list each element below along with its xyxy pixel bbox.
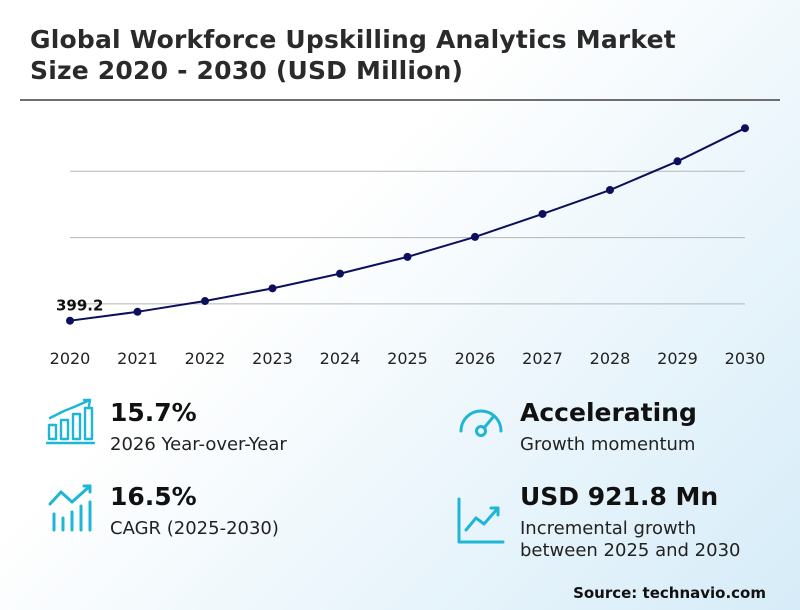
stat-incremental-desc-line1: Incremental growth <box>520 518 697 539</box>
chart-title-line2: Size 2020 - 2030 (USD Million) <box>30 56 464 85</box>
data-point <box>673 157 682 166</box>
data-point <box>741 124 749 133</box>
x-tick-label: 2020 <box>50 349 91 368</box>
data-point <box>471 232 479 241</box>
x-tick-label: 2028 <box>590 349 631 368</box>
stat-incremental-desc: Incremental growth between 2025 and 2030 <box>520 518 740 562</box>
x-tick-label: 2026 <box>455 349 496 368</box>
stat-yoy-value: 15.7% <box>110 398 197 427</box>
stat-momentum-desc: Growth momentum <box>520 434 696 455</box>
line-chart: 399.2 2020 2021 2022 2023 2024 2025 2026 2027 202… <box>50 124 766 368</box>
x-tick-label: 2022 <box>185 349 226 368</box>
x-tick-label: 2023 <box>252 349 293 368</box>
data-point <box>403 252 412 261</box>
title-divider <box>20 99 780 101</box>
stat-cagr-desc: CAGR (2025-2030) <box>110 518 279 539</box>
stat-incremental-value: USD 921.8 Mn <box>520 482 719 511</box>
trend-bars-icon <box>48 484 92 532</box>
x-tick-label: 2027 <box>522 349 563 368</box>
source-credit: Source: technavio.com <box>573 584 766 602</box>
stat-yoy-desc: 2026 Year-over-Year <box>110 434 287 455</box>
data-point <box>268 284 277 293</box>
stat-momentum-value: Accelerating <box>520 398 697 427</box>
data-point <box>133 307 142 316</box>
x-tick-label: 2029 <box>657 349 698 368</box>
x-tick-label: 2024 <box>320 349 361 368</box>
x-tick-label: 2030 <box>725 349 766 368</box>
line-chart-icon <box>457 497 505 544</box>
stat-incremental-desc-line2: between 2025 and 2030 <box>520 540 741 561</box>
data-label: 399.2 <box>56 297 103 315</box>
data-point <box>66 316 74 325</box>
data-point <box>201 297 209 306</box>
speedometer-icon <box>459 409 503 437</box>
series-line <box>69 127 746 322</box>
bar-chart-growth-icon <box>46 398 96 445</box>
data-point <box>336 269 344 278</box>
x-tick-label: 2025 <box>387 349 428 368</box>
data-point <box>606 186 614 195</box>
data-point <box>538 209 547 218</box>
x-tick-label: 2021 <box>117 349 158 368</box>
stat-cagr-value: 16.5% <box>110 482 197 511</box>
chart-title-line1: Global Workforce Upskilling Analytics Ma… <box>30 25 676 54</box>
chart-title: Global Workforce Upskilling Analytics Ma… <box>30 24 770 86</box>
